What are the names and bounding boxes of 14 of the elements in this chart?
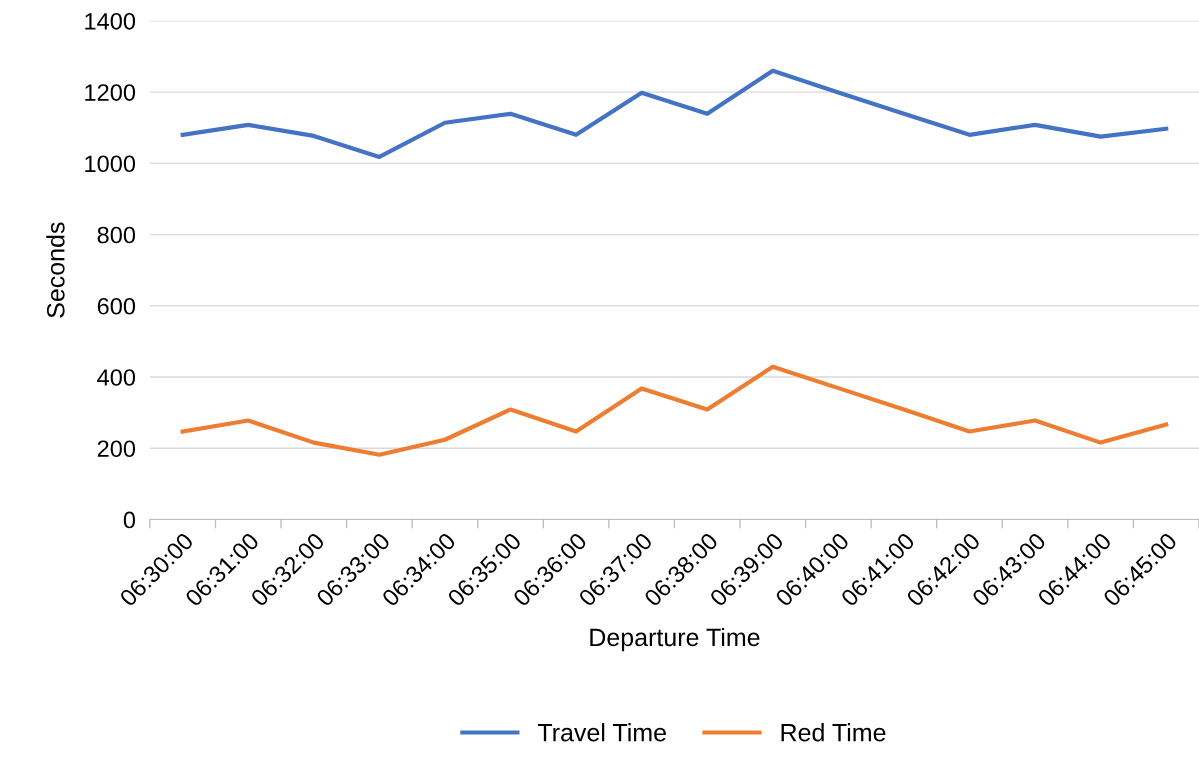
y-tick-label: 0 <box>123 511 136 529</box>
y-axis-title: Seconds <box>46 222 65 318</box>
legend-label: Red Time <box>781 723 886 742</box>
y-tick-label: 600 <box>97 297 136 315</box>
legend-label: Travel Time <box>537 723 666 742</box>
line-series <box>180 68 1169 160</box>
x-axis-title: Departure Time <box>590 627 760 652</box>
y-tick-label: 800 <box>97 226 136 244</box>
y-tick-label: 1000 <box>85 155 136 173</box>
y-tick-label: 1200 <box>85 84 136 101</box>
line-series <box>180 364 1169 457</box>
y-tick-label: 400 <box>97 369 136 386</box>
y-tick-label: 200 <box>97 440 136 458</box>
y-tick-label: 1400 <box>85 12 136 30</box>
